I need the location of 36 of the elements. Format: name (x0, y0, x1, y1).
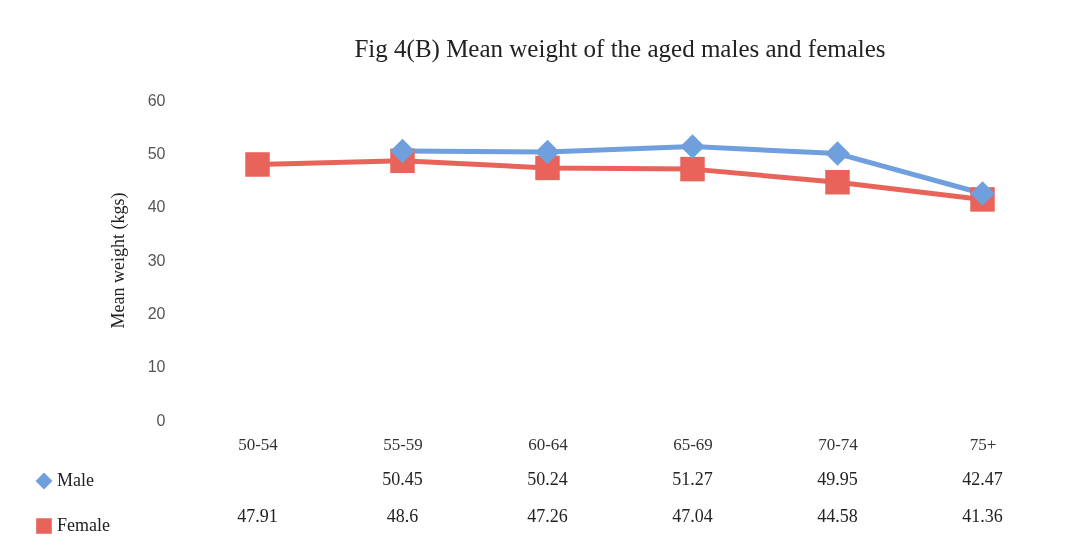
data-label: 47.91 (237, 506, 278, 526)
data-label: 50.24 (527, 469, 568, 489)
y-axis-title: Mean weight (kgs) (107, 192, 129, 329)
point (680, 134, 705, 159)
point (970, 181, 995, 206)
data-label: 49.95 (817, 469, 858, 489)
y-tick-label: 40 (147, 198, 166, 216)
point (680, 156, 705, 182)
data-label: 42.47 (962, 469, 1003, 489)
y-tick-label: 60 (147, 91, 166, 109)
y-tick-label: 10 (147, 358, 166, 376)
data-label: 48.6 (386, 506, 419, 526)
x-tick-label: 50-54 (238, 434, 279, 454)
data-label: 47.04 (672, 506, 713, 526)
x-tick-label: 75+ (969, 434, 997, 454)
chart-title: Fig 4(B) Mean weight of the aged males and females (354, 35, 886, 63)
y-tick-label: 0 (156, 411, 166, 429)
x-tick-label: 55-59 (383, 434, 423, 454)
data-label: 47.26 (527, 506, 568, 526)
point (535, 139, 560, 165)
legend-label: Male (57, 470, 94, 490)
x-tick-label: 70-74 (818, 434, 859, 454)
y-tick-label: 30 (147, 251, 166, 269)
y-tick-label: 50 (147, 144, 166, 162)
point (390, 138, 415, 164)
data-label: 50.45 (382, 469, 423, 489)
point (825, 141, 850, 166)
x-tick-label: 65-69 (673, 434, 713, 454)
data-label: 41.36 (962, 506, 1003, 526)
point (245, 152, 270, 177)
data-label: 51.27 (672, 469, 713, 489)
point (825, 169, 850, 195)
y-tick-label: 20 (147, 304, 166, 322)
data-label: 44.58 (817, 506, 858, 526)
x-tick-label: 60-64 (528, 434, 569, 454)
legend-label: Female (57, 515, 110, 535)
